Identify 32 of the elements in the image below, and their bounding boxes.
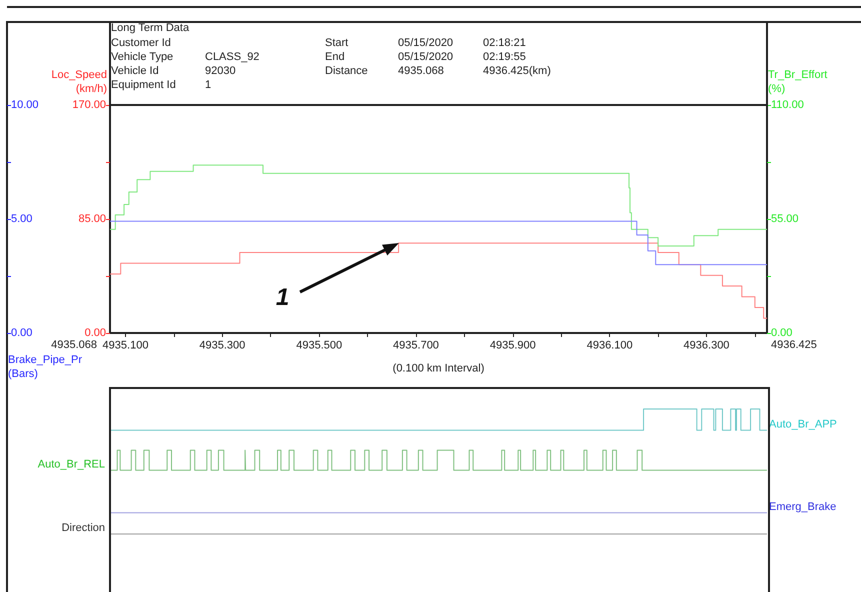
y3-tick-label: 5.00 <box>11 213 32 225</box>
y2-tick-label: 110.00 <box>771 99 804 111</box>
text: Vehicle Type CLASS_92 End 05/15/2020 02:19:55 <box>111 51 526 63</box>
series-label: Auto_Br_REL <box>38 458 105 470</box>
series-label: Emerg_Brake <box>769 500 836 513</box>
x-tick-label: 4935.900 <box>490 340 536 352</box>
y-tick-label: 0.00 <box>84 327 106 339</box>
x-tick-label: 4935.700 <box>393 340 439 352</box>
y-axis-title: Loc_Speed (km/h) <box>51 69 107 95</box>
y3-tick-label: 0.00 <box>11 327 32 339</box>
text: Vehicle Id 92030 Distance 4935.068 4936.425(km) <box>111 65 551 77</box>
x-tick-label: 4936.100 <box>586 340 633 352</box>
text: 4935.068 <box>51 339 97 352</box>
y-tick-label: 85.00 <box>78 213 106 225</box>
x-tick-label: 4935.500 <box>296 340 342 352</box>
x-tick-label: 4936.300 <box>684 340 730 352</box>
text: Customer Id Start 05/15/2020 02:18:21 <box>111 37 526 49</box>
y3-tick-label: 10.00 <box>11 99 39 111</box>
y2-tick-label: 0.00 <box>771 327 792 339</box>
y-tick-label: 170.00 <box>72 99 106 111</box>
series-label: Direction <box>62 522 105 534</box>
y2-axis-title: Tr_Br_Effort (%) <box>768 69 828 95</box>
x-axis-title: (0.100 km Interval) <box>392 362 484 374</box>
text: 4936.425 <box>771 339 817 352</box>
x-tick-label: 4935.300 <box>199 340 246 352</box>
x-tick-label: 4935.100 <box>102 340 148 352</box>
y3-axis-title: Brake_Pipe_Pr (Bars) <box>8 354 82 380</box>
y2-tick-label: 55.00 <box>771 213 799 225</box>
series-label: Auto_Br_APP <box>769 418 837 430</box>
text: Long Term Data <box>111 22 190 35</box>
text: Equipment Id 1 <box>111 79 212 91</box>
annotation: 1 <box>274 284 290 312</box>
